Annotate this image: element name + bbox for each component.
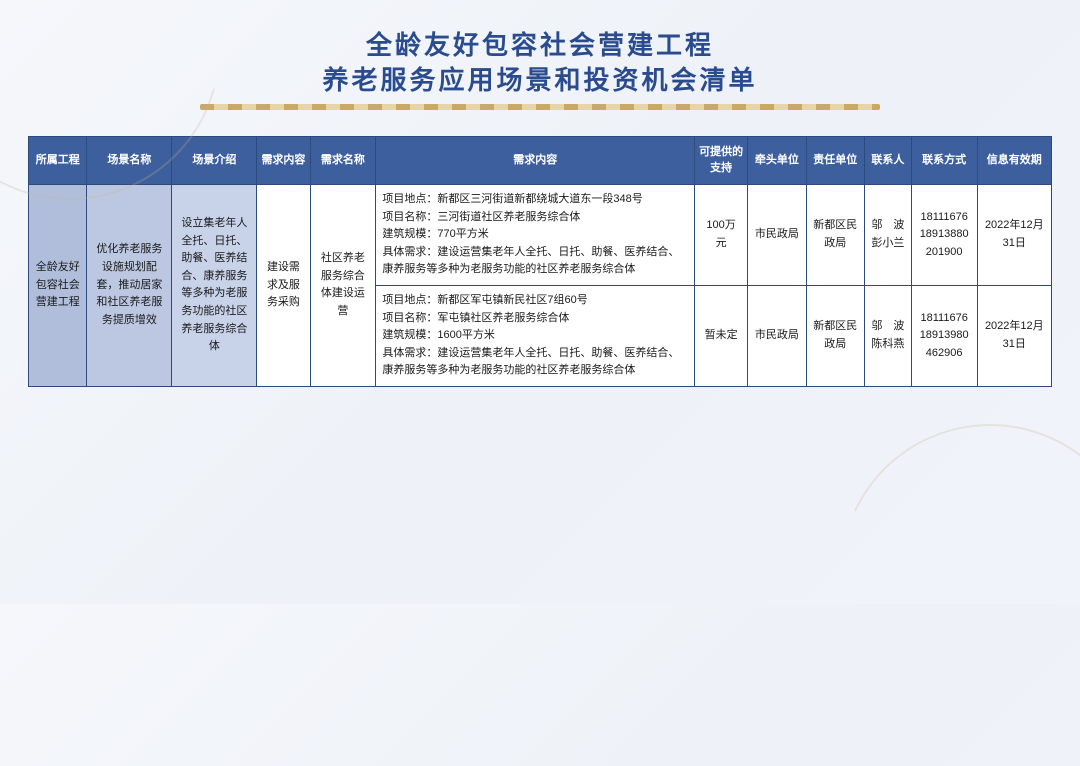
cell-lead-unit: 市民政局	[748, 285, 806, 386]
th-support: 可提供的支持	[695, 137, 748, 185]
cell-phone: 18111676 18913980 462906	[911, 285, 977, 386]
cell-resp-unit: 新都区民政局	[806, 285, 864, 386]
cell-scene-name: 优化养老服务设施规划配套，推动居家和社区养老服务提质增效	[87, 184, 172, 386]
th-lead-unit: 牵头单位	[748, 137, 806, 185]
cell-project: 全龄友好包容社会营建工程	[29, 184, 87, 386]
cell-detail: 项目地点：新都区三河街道新都绕城大道东一段348号项目名称：三河街道社区养老服务…	[376, 184, 695, 285]
th-resp-unit: 责任单位	[806, 137, 864, 185]
table-container: 所属工程 场景名称 场景介绍 需求内容 需求名称 需求内容 可提供的支持 牵头单…	[28, 136, 1052, 387]
th-req-name: 需求名称	[310, 137, 376, 185]
th-valid: 信息有效期	[977, 137, 1051, 185]
th-req-detail: 需求内容	[376, 137, 695, 185]
cell-resp-unit: 新都区民政局	[806, 184, 864, 285]
th-req-content-header: 需求内容	[257, 137, 310, 185]
table-body: 全龄友好包容社会营建工程 优化养老服务设施规划配套，推动居家和社区养老服务提质增…	[29, 184, 1052, 386]
cell-req-name: 社区养老服务综合体建设运营	[310, 184, 376, 386]
cell-valid: 2022年12月31日	[977, 184, 1051, 285]
cell-lead-unit: 市民政局	[748, 184, 806, 285]
title-underline	[200, 104, 880, 110]
th-contact: 联系人	[865, 137, 912, 185]
detail-line: 具体需求：建设运营集老年人全托、日托、助餐、医养结合、康养服务等多种为老服务功能…	[382, 244, 688, 279]
detail-line: 项目名称：三河街道社区养老服务综合体	[382, 209, 688, 227]
table-row: 全龄友好包容社会营建工程 优化养老服务设施规划配套，推动居家和社区养老服务提质增…	[29, 184, 1052, 285]
cell-valid: 2022年12月31日	[977, 285, 1051, 386]
cell-scene-intro: 设立集老年人全托、日托、助餐、医养结合、康养服务等多种为老服务功能的社区养老服务…	[172, 184, 257, 386]
detail-line: 项目地点：新都区三河街道新都绕城大道东一段348号	[382, 191, 688, 209]
opportunity-table: 所属工程 场景名称 场景介绍 需求内容 需求名称 需求内容 可提供的支持 牵头单…	[28, 136, 1052, 387]
th-phone: 联系方式	[911, 137, 977, 185]
detail-line: 建筑规模：1600平方米	[382, 327, 688, 345]
cell-contact: 邬 波 陈科燕	[865, 285, 912, 386]
cell-support: 暂未定	[695, 285, 748, 386]
cell-req-content-hdr: 建设需求及服务采购	[257, 184, 310, 386]
decorative-arc	[798, 382, 1080, 766]
cell-contact: 邬 波 彭小兰	[865, 184, 912, 285]
detail-line: 具体需求：建设运营集老年人全托、日托、助餐、医养结合、康养服务等多种为老服务功能…	[382, 345, 688, 380]
cell-phone: 18111676 18913880 201900	[911, 184, 977, 285]
cell-detail: 项目地点：新都区军屯镇新民社区7组60号项目名称：军屯镇社区养老服务综合体建筑规…	[376, 285, 695, 386]
cell-support: 100万元	[695, 184, 748, 285]
detail-line: 建筑规模：770平方米	[382, 226, 688, 244]
detail-line: 项目地点：新都区军屯镇新民社区7组60号	[382, 292, 688, 310]
detail-line: 项目名称：军屯镇社区养老服务综合体	[382, 310, 688, 328]
